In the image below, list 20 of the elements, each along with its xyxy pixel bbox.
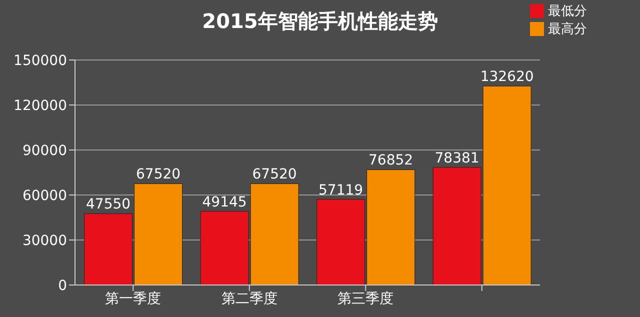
data-label: 76852 xyxy=(368,152,414,169)
chart-title: 2015年智能手机性能走势 xyxy=(202,9,438,33)
data-label: 67520 xyxy=(252,166,297,183)
data-label: 49145 xyxy=(202,194,247,210)
y-tick-label: 120000 xyxy=(14,98,67,114)
data-label: 47550 xyxy=(86,196,131,213)
x-tick-label: 第二季度 xyxy=(221,290,278,307)
data-label: 78381 xyxy=(434,150,480,166)
legend-label: 最高分 xyxy=(548,22,587,37)
data-label: 67520 xyxy=(136,166,181,183)
legend-label: 最低分 xyxy=(548,4,587,19)
x-tick-label: 第三季度 xyxy=(338,290,394,307)
x-tick-label: 第一季度 xyxy=(105,290,162,307)
y-tick-label: 30000 xyxy=(22,232,67,249)
y-tick-label: 0 xyxy=(58,278,67,294)
y-tick-label: 60000 xyxy=(22,188,67,204)
data-label: 57119 xyxy=(318,182,364,198)
y-tick-label: 90000 xyxy=(22,142,67,159)
y-tick-label: 150000 xyxy=(14,52,67,69)
data-label: 132620 xyxy=(480,69,534,86)
